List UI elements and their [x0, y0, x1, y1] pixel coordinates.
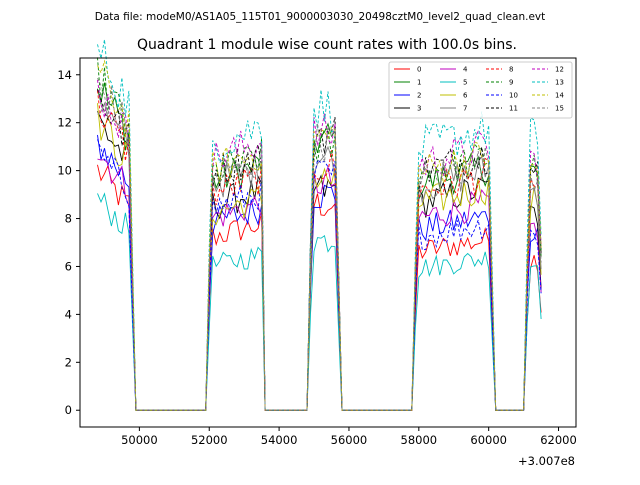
x-tick-label: 50000	[121, 433, 158, 447]
chart-title: Quadrant 1 module wise count rates with …	[137, 37, 517, 53]
x-tick-label: 62000	[540, 433, 577, 447]
y-axis-ticks: 0 2 4 6 8 10 12 14	[57, 68, 80, 417]
legend-label-6: 6	[463, 92, 468, 100]
legend-box	[388, 61, 573, 119]
y-tick-label: 2	[65, 355, 72, 369]
legend-label-14: 14	[555, 92, 564, 100]
legend-label-11: 11	[509, 105, 518, 113]
legend-label-1: 1	[417, 79, 421, 87]
y-tick-label: 4	[65, 307, 72, 321]
legend-label-12: 12	[555, 66, 564, 74]
legend-label-15: 15	[555, 105, 564, 113]
y-tick-label: 12	[57, 116, 72, 130]
x-tick-label: 58000	[401, 433, 438, 447]
plot-lines	[97, 39, 542, 411]
y-tick-label: 0	[65, 403, 72, 417]
legend-label-4: 4	[463, 66, 468, 74]
legend-label-7: 7	[463, 105, 467, 113]
x-axis-ticks: 50000 52000 54000 56000 58000 60000 62000	[121, 427, 577, 447]
legend-label-13: 13	[555, 79, 564, 87]
x-offset-label: +3.007e8	[518, 454, 575, 468]
y-tick-label: 10	[57, 164, 72, 178]
legend-label-8: 8	[509, 66, 513, 74]
series-line-15	[97, 78, 542, 411]
series-line-14	[97, 59, 542, 411]
legend-label-0: 0	[417, 66, 421, 74]
legend-label-3: 3	[417, 105, 421, 113]
legend-label-2: 2	[417, 92, 421, 100]
y-tick-label: 14	[57, 68, 72, 82]
x-tick-label: 56000	[331, 433, 368, 447]
legend-label-10: 10	[509, 92, 518, 100]
x-tick-label: 60000	[470, 433, 507, 447]
y-tick-label: 8	[65, 212, 72, 226]
legend-label-9: 9	[509, 79, 513, 87]
axes-frame	[79, 57, 577, 428]
suptitle: Data file: modeM0/AS1A05_115T01_90000030…	[95, 11, 546, 23]
x-tick-label: 52000	[191, 433, 228, 447]
x-tick-label: 54000	[261, 433, 298, 447]
legend-label-5: 5	[463, 79, 467, 87]
y-tick-label: 6	[65, 259, 72, 273]
